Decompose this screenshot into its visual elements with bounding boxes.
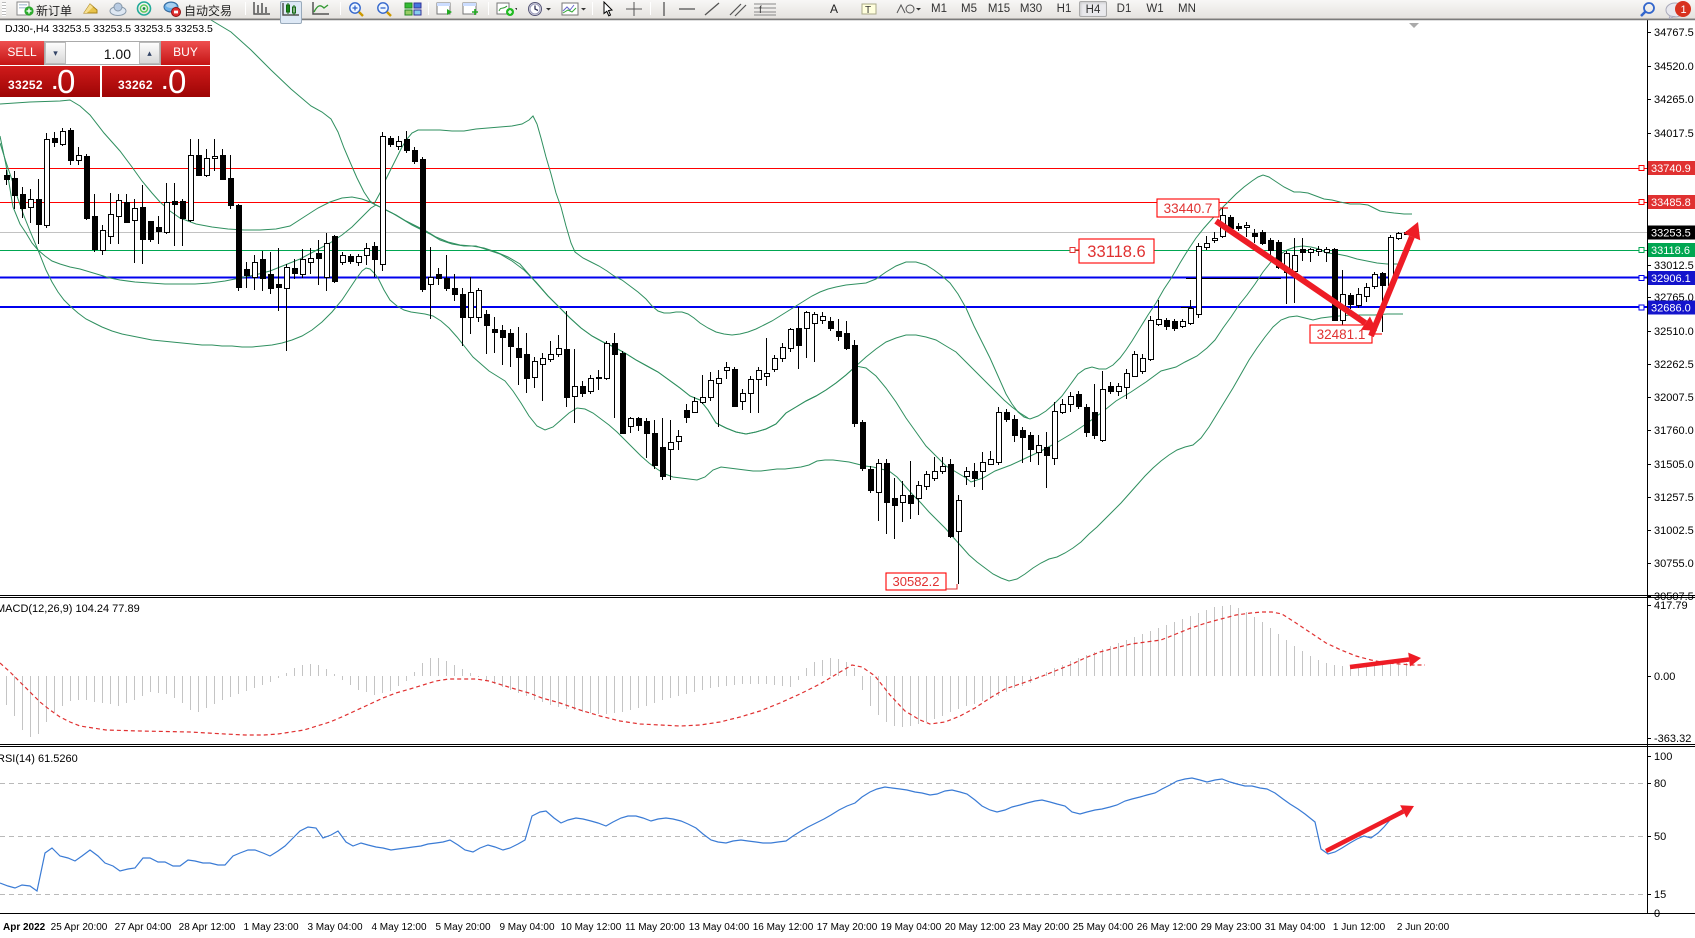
svg-text:1 May 23:00: 1 May 23:00 [243, 922, 298, 933]
svg-text:32906.1: 32906.1 [1651, 273, 1691, 285]
svg-text:80: 80 [1654, 778, 1666, 790]
svg-text:13 May 04:00: 13 May 04:00 [689, 922, 750, 933]
svg-text:10 May 12:00: 10 May 12:00 [561, 922, 622, 933]
svg-text:17 May 20:00: 17 May 20:00 [817, 922, 878, 933]
svg-text:33118.6: 33118.6 [1651, 245, 1690, 257]
svg-text:31257.5: 31257.5 [1654, 492, 1694, 504]
svg-text:19 May 04:00: 19 May 04:00 [881, 922, 942, 933]
svg-text:5 May 20:00: 5 May 20:00 [435, 922, 490, 933]
svg-text:4 May 12:00: 4 May 12:00 [371, 922, 426, 933]
svg-text:31002.5: 31002.5 [1654, 525, 1694, 537]
svg-text:30507.5: 30507.5 [1654, 591, 1694, 603]
svg-text:33440.7: 33440.7 [1164, 201, 1213, 216]
svg-text:32510.0: 32510.0 [1654, 326, 1694, 338]
svg-text:31 May 04:00: 31 May 04:00 [1265, 922, 1326, 933]
svg-text:0.00: 0.00 [1654, 671, 1675, 683]
svg-text:33118.6: 33118.6 [1087, 243, 1145, 261]
svg-text:f: f [759, 5, 762, 16]
svg-text:2 Jun 20:00: 2 Jun 20:00 [1397, 922, 1450, 933]
svg-text:50: 50 [1654, 831, 1666, 843]
svg-text:25 Apr 20:00: 25 Apr 20:00 [51, 922, 108, 933]
svg-text:28 Apr 12:00: 28 Apr 12:00 [179, 922, 236, 933]
svg-text:33485.8: 33485.8 [1651, 197, 1691, 209]
svg-text:9 May 04:00: 9 May 04:00 [499, 922, 554, 933]
svg-text:34767.5: 34767.5 [1654, 27, 1694, 39]
svg-text:34520.0: 34520.0 [1654, 61, 1694, 73]
svg-text:27 Apr 04:00: 27 Apr 04:00 [115, 922, 172, 933]
svg-text:DJ30-,H4 33253.5 33253.5 3325: DJ30-,H4 33253.5 33253.5 33253.5 33253.5 [5, 23, 213, 35]
svg-text:31505.0: 31505.0 [1654, 459, 1694, 471]
svg-text:29 May 23:00: 29 May 23:00 [1201, 922, 1262, 933]
svg-text:32481.1: 32481.1 [1317, 327, 1366, 342]
svg-text:T: T [865, 5, 871, 16]
svg-text:33012.5: 33012.5 [1654, 260, 1694, 272]
svg-text:32262.5: 32262.5 [1654, 359, 1694, 371]
svg-text:32686.0: 32686.0 [1651, 303, 1691, 315]
svg-text:16 May 12:00: 16 May 12:00 [753, 922, 814, 933]
svg-text:30582.2: 30582.2 [893, 574, 940, 589]
svg-text:11 May 20:00: 11 May 20:00 [625, 922, 685, 933]
svg-text:15: 15 [1654, 889, 1666, 901]
svg-text:20 May 12:00: 20 May 12:00 [945, 922, 1006, 933]
svg-text:100: 100 [1654, 751, 1672, 763]
svg-text:1: 1 [1681, 4, 1687, 16]
svg-text:-363.32: -363.32 [1654, 733, 1691, 745]
svg-text:32007.5: 32007.5 [1654, 392, 1694, 404]
svg-text:30755.0: 30755.0 [1654, 558, 1694, 570]
svg-text:34265.0: 34265.0 [1654, 94, 1694, 106]
svg-text:417.79: 417.79 [1654, 600, 1688, 612]
svg-text:3 May 04:00: 3 May 04:00 [307, 922, 362, 933]
svg-text:Apr 2022: Apr 2022 [3, 922, 46, 933]
svg-text:26 May 12:00: 26 May 12:00 [1137, 922, 1198, 933]
svg-text:23 May 20:00: 23 May 20:00 [1009, 922, 1070, 933]
svg-text:0: 0 [1654, 908, 1660, 920]
svg-text:33253.5: 33253.5 [1651, 228, 1691, 240]
svg-text:25 May 04:00: 25 May 04:00 [1073, 922, 1134, 933]
svg-text:33740.9: 33740.9 [1651, 163, 1691, 175]
svg-text:MACD(12,26,9) 104.24 77.89: MACD(12,26,9) 104.24 77.89 [0, 603, 140, 615]
svg-text:34017.5: 34017.5 [1654, 128, 1694, 140]
svg-text:1 Jun 12:00: 1 Jun 12:00 [1333, 922, 1386, 933]
svg-text:31760.0: 31760.0 [1654, 425, 1694, 437]
svg-text:RSI(14) 61.5260: RSI(14) 61.5260 [0, 753, 78, 765]
